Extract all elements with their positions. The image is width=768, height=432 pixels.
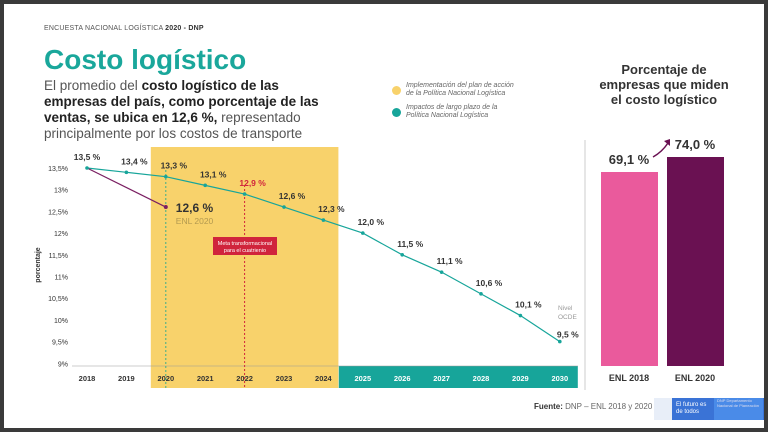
- data-point: [242, 192, 247, 196]
- x-tick-label: 2027: [433, 374, 450, 383]
- legend-dot-teal: [392, 108, 401, 117]
- meta-box: [213, 237, 277, 255]
- data-label: 13,5 %: [74, 152, 101, 162]
- y-tick-label: 11%: [55, 275, 69, 282]
- data-label: 11,5 %: [397, 239, 423, 249]
- bar-value-label: 74,0 %: [675, 137, 716, 152]
- data-label: 12,9 %: [239, 178, 266, 188]
- data-label: 13,3 %: [161, 161, 188, 171]
- x-tick-label: 2021: [197, 374, 214, 383]
- y-tick-label: 13%: [54, 188, 68, 195]
- ocde-label-line2: OCDE: [558, 314, 577, 321]
- bar-value-label: 69,1 %: [609, 152, 650, 167]
- enl-line: [86, 167, 167, 208]
- x-tick-label: 2024: [315, 374, 333, 383]
- y-axis-label: porcentaje: [35, 247, 42, 283]
- government-logo: El futuro es de todos DNP Departamento N…: [654, 398, 764, 420]
- x-tick-label: 2023: [276, 374, 293, 383]
- data-point: [282, 205, 286, 209]
- data-point: [321, 218, 326, 222]
- y-tick-label: 9%: [58, 361, 68, 368]
- increase-arrowhead: [664, 139, 670, 146]
- page-title: Costo logístico: [44, 44, 247, 75]
- x-tick-label: 2028: [473, 374, 490, 383]
- data-point: [85, 166, 89, 170]
- lead-text: El promedio del costo logístico de las e…: [44, 78, 319, 141]
- bar-enl-2018: [601, 172, 658, 366]
- y-tick-label: 12%: [54, 231, 68, 238]
- bar-category-label: ENL 2020: [675, 373, 715, 383]
- x-tick-label: 2025: [354, 374, 371, 383]
- kicker: ENCUESTA NACIONAL LOGÍSTICA 2020 - DNP: [44, 25, 204, 32]
- enl-label: ENL 2020: [176, 216, 214, 226]
- data-point: [361, 231, 365, 235]
- bar-category-label: ENL 2018: [609, 373, 649, 383]
- enl-point: [163, 205, 168, 210]
- data-label: 10,6 %: [476, 278, 503, 288]
- data-label: 9,5 %: [557, 330, 579, 340]
- y-tick-label: 12,5%: [48, 209, 68, 216]
- bar-chart-title: Porcentaje de empresas que miden el cost…: [599, 62, 729, 107]
- slide: ENCUESTA NACIONAL LOGÍSTICA 2020 - DNP C…: [4, 4, 764, 428]
- band-implementation: [150, 147, 339, 388]
- x-tick-label: 2019: [118, 374, 135, 383]
- band-impacts: [338, 366, 578, 388]
- data-point: [164, 174, 168, 179]
- data-label: 12,0 %: [358, 217, 385, 227]
- data-point: [124, 170, 129, 175]
- x-tick-label: 2018: [79, 374, 96, 383]
- y-tick-label: 9,5%: [52, 340, 68, 347]
- x-tick-label: 2026: [394, 374, 411, 383]
- y-tick-label: 11,5%: [49, 253, 68, 260]
- data-label: 12,6 %: [279, 191, 306, 201]
- y-tick-label: 10%: [54, 318, 68, 325]
- data-point: [400, 253, 405, 257]
- meta-label-line2: para el cuatrienio: [224, 248, 266, 254]
- y-tick-label: 13,5%: [48, 166, 68, 173]
- data-point: [518, 313, 523, 318]
- data-point: [203, 183, 207, 188]
- ocde-label-line1: Nivel: [558, 305, 573, 312]
- data-label: 13,1 %: [200, 169, 227, 179]
- enl-value: 12,6 %: [176, 201, 214, 215]
- x-tick-label: 2029: [512, 374, 529, 383]
- data-label: 13,4 %: [121, 156, 148, 166]
- source: Fuente: DNP – ENL 2018 y 2020: [534, 402, 653, 411]
- legend-dot-yellow: [392, 86, 401, 95]
- legend-impacts: Impactos de largo plazo de la Política N…: [392, 104, 506, 120]
- x-tick-label: 2030: [551, 374, 568, 383]
- y-tick-label: 10,5%: [48, 296, 68, 303]
- data-point: [558, 339, 562, 344]
- meta-label-line1: Meta transformacional: [218, 241, 272, 247]
- bar-enl-2020: [667, 157, 724, 366]
- coat-of-arms-icon: [654, 398, 672, 420]
- data-label: 12,3 %: [318, 204, 345, 214]
- data-point: [479, 292, 483, 296]
- data-label: 10,1 %: [515, 300, 542, 310]
- data-label: 11,1 %: [437, 256, 463, 266]
- increase-arrow: [652, 142, 669, 158]
- legend-implementation: Implementación del plan de acción de la …: [392, 82, 516, 98]
- data-point: [439, 270, 444, 274]
